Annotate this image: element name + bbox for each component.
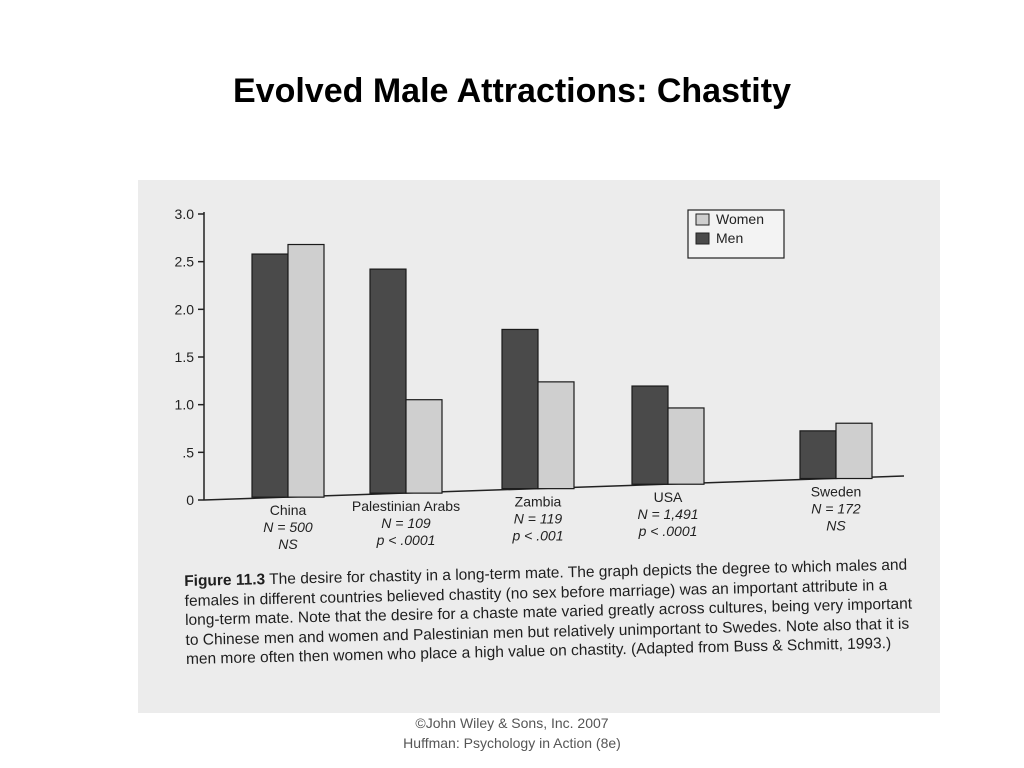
category-n-label: N = 119 <box>514 511 563 527</box>
legend-label: Men <box>716 230 743 246</box>
category-p-label: p < .0001 <box>638 523 698 539</box>
figure-caption: Figure 11.3 The desire for chastity in a… <box>184 555 916 669</box>
category-n-label: N = 172 <box>811 501 861 517</box>
bar-women <box>405 399 443 494</box>
copyright-text: ©John Wiley & Sons, Inc. 2007 <box>415 715 609 731</box>
legend-label: Women <box>716 211 764 227</box>
category-n-label: N = 109 <box>381 515 431 531</box>
y-tick-label: .5 <box>182 444 194 460</box>
bar-women <box>667 407 705 485</box>
bar-men <box>251 253 289 498</box>
y-tick-label: 0 <box>186 492 194 508</box>
y-tick-label: 2.0 <box>175 301 195 317</box>
category-p-label: NS <box>278 536 298 552</box>
category-n-label: N = 500 <box>263 519 313 535</box>
legend-swatch <box>695 213 710 226</box>
bar-men <box>501 328 539 490</box>
category-label: Palestinian Arabs <box>352 498 460 514</box>
bar-women <box>537 381 575 490</box>
legend-swatch <box>695 232 710 245</box>
y-tick-label: 1.5 <box>175 349 195 365</box>
bar-men <box>799 430 837 480</box>
figure-photo: 0.5 1.0 1.5 2.0 2.5 3.0 China N = 500 NS Palestin… <box>138 180 940 713</box>
figure-caption-text: The desire for chastity in a long-term m… <box>184 556 913 668</box>
category-label: USA <box>654 489 683 505</box>
category-n-label: N = 1,491 <box>637 506 698 522</box>
y-tick-label: 1.0 <box>175 397 195 413</box>
category-p-label: NS <box>826 518 846 534</box>
category-label: China <box>270 502 307 518</box>
category-p-label: p < .0001 <box>376 532 436 548</box>
bar-men <box>631 385 669 485</box>
figure-label: Figure 11.3 <box>184 571 266 590</box>
y-tick-label: 3.0 <box>175 206 195 222</box>
category-p-label: p < .001 <box>512 528 564 544</box>
bar-women <box>287 243 325 498</box>
book-citation: Huffman: Psychology in Action (8e) <box>403 735 621 751</box>
bar-women <box>835 422 873 480</box>
category-label: Zambia <box>515 494 562 510</box>
slide-title: Evolved Male Attractions: Chastity <box>233 72 791 110</box>
category-label: Sweden <box>811 484 862 500</box>
footer: ©John Wiley & Sons, Inc. 2007 Huffman: P… <box>0 713 1024 753</box>
bar-men <box>369 268 407 494</box>
y-tick-label: 2.5 <box>175 254 195 270</box>
